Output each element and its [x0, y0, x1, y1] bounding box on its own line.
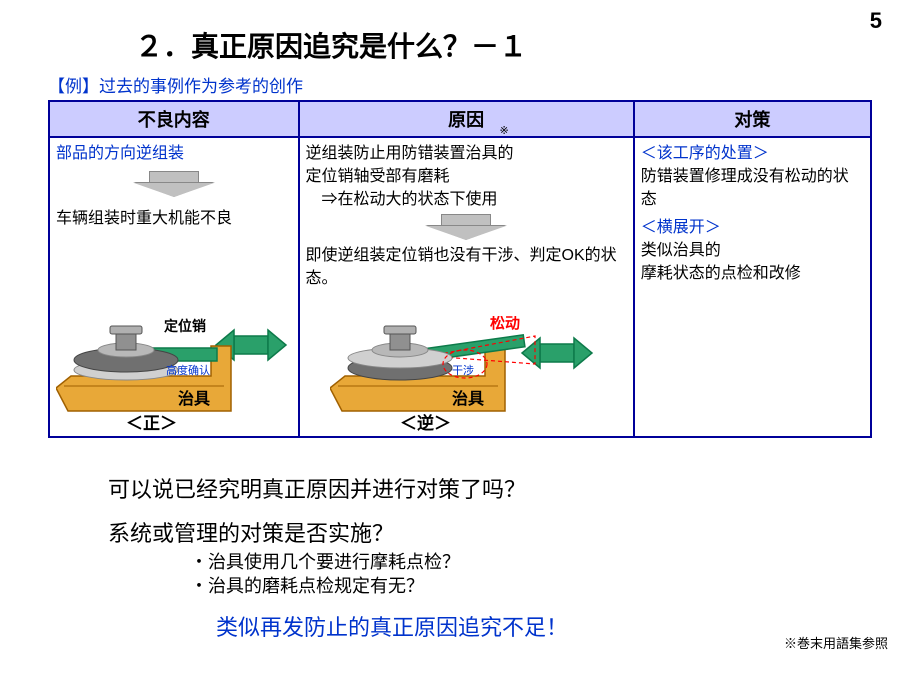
cause-line2: 定位销轴受部有磨耗 [306, 165, 627, 188]
cm-h1: ＜该工序的处置＞ [641, 142, 864, 165]
example-caption: 【例】过去的事例作为参考的创作 [48, 72, 303, 97]
cm-t2a: 类似治具的 [641, 239, 864, 262]
cell-defect: 部品的方向逆组装 车辆组装时重大机能不良 [49, 137, 299, 437]
conclusion: 类似再发防止的真正原因追究不足！ [216, 610, 568, 642]
footnote-marker: ※ [500, 124, 509, 140]
question-4: ・治具的磨耗点检规定有无？ [190, 572, 424, 598]
page-title: ２．真正原因追究是什么？－１ [135, 25, 527, 65]
cause-line3: ⇒在松动大的状态下使用 [306, 188, 627, 211]
jig-reverse: 松动 干涉 治具 ＜逆＞ [330, 316, 560, 436]
page-number: 5 [870, 8, 882, 34]
svg-text:治具: 治具 [178, 389, 210, 408]
th-defect: 不良内容 [49, 101, 299, 137]
cm-h2: ＜横展开＞ [641, 216, 864, 239]
svg-text:＜正＞: ＜正＞ [126, 414, 177, 433]
cell-cause: ※ 逆组装防止用防错装置治具的 定位销轴受部有磨耗 ⇒在松动大的状态下使用 即使… [299, 137, 634, 437]
svg-text:治具: 治具 [452, 389, 484, 408]
svg-text:＜逆＞: ＜逆＞ [400, 413, 451, 433]
svg-text:定位销: 定位销 [164, 318, 206, 334]
question-3: ・治具使用几个要进行摩耗点检？ [190, 548, 460, 574]
cm-t2b: 摩耗状态的点检和改修 [641, 262, 864, 285]
svg-text:干涉: 干涉 [452, 363, 474, 377]
analysis-table: 不良内容 原因 对策 部品的方向逆组装 车辆组装时重大机能不良 [48, 100, 872, 438]
down-arrow-icon [421, 214, 511, 242]
down-arrow-icon [129, 171, 219, 199]
jig-correct: 定位销 高度确认 治具 ＜正＞ [56, 316, 286, 436]
question-1: 可以说已经究明真正原因并进行对策了吗？ [108, 472, 526, 504]
svg-text:松动: 松动 [490, 316, 520, 332]
question-2: 系统或管理的对策是否实施？ [108, 516, 394, 548]
cause-line4: 即使逆组装定位销也没有干涉、判定OK的状态。 [306, 244, 627, 290]
th-cause: 原因 [299, 101, 634, 137]
svg-text:高度确认: 高度确认 [166, 363, 210, 377]
cm-t1: 防错装置修理成没有松动的状态 [641, 165, 864, 211]
th-countermeasure: 对策 [634, 101, 871, 137]
cause-line1: 逆组装防止用防错装置治具的 [306, 142, 627, 165]
defect-line1: 部品的方向逆组装 [56, 142, 292, 165]
footnote: ※巻末用語集参照 [784, 633, 888, 652]
defect-line2: 车辆组装时重大机能不良 [56, 207, 292, 230]
cell-countermeasure: ＜该工序的处置＞ 防错装置修理成没有松动的状态 ＜横展开＞ 类似治具的 摩耗状态… [634, 137, 871, 437]
